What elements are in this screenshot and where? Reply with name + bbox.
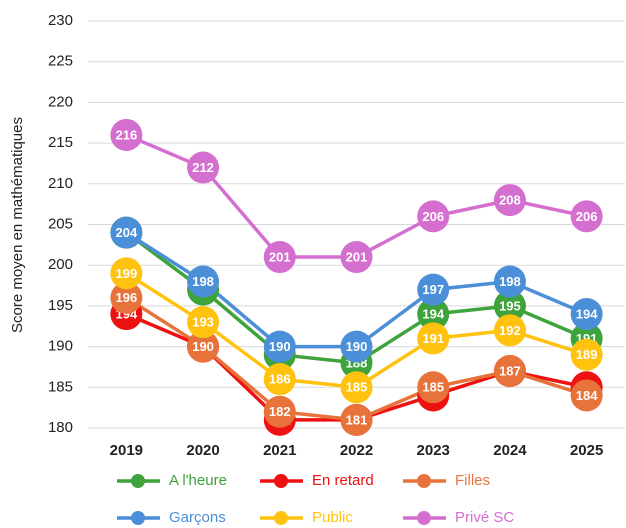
data-point (493, 314, 526, 347)
data-label: 198 (499, 274, 521, 289)
data-point (570, 298, 603, 331)
data-point (340, 241, 373, 274)
legend-marker (417, 511, 431, 525)
data-point (187, 306, 220, 339)
data-label: 190 (192, 339, 214, 354)
x-tick-label: 2024 (493, 442, 527, 459)
data-label: 186 (269, 372, 291, 387)
data-label: 193 (192, 315, 214, 330)
legend-label: Privé SC (455, 509, 514, 526)
legend-marker (417, 474, 431, 488)
data-label: 185 (346, 380, 368, 395)
data-label: 185 (422, 380, 444, 395)
data-label: 182 (269, 404, 291, 419)
data-point (570, 379, 603, 412)
data-label: 181 (346, 412, 368, 427)
y-axis-label: Score moyen en mathématiques (9, 117, 26, 333)
data-point (110, 216, 143, 249)
y-tick-label: 190 (48, 338, 73, 355)
data-point (187, 265, 220, 298)
x-tick-label: 2022 (340, 442, 373, 459)
y-tick-label: 220 (48, 93, 73, 110)
data-point (187, 151, 220, 184)
data-point (340, 371, 373, 404)
data-label: 198 (192, 274, 214, 289)
y-tick-label: 195 (48, 297, 73, 314)
data-label: 212 (192, 160, 214, 175)
data-label: 201 (346, 249, 368, 264)
legend-label: A l'heure (169, 472, 227, 489)
data-point (493, 355, 526, 388)
legend-label: En retard (312, 472, 374, 489)
data-point (417, 371, 450, 404)
legend-label: Garçons (169, 509, 226, 526)
data-point (417, 322, 450, 355)
data-label: 208 (499, 193, 521, 208)
data-label: 196 (116, 290, 138, 305)
data-point (417, 200, 450, 233)
y-tick-label: 200 (48, 256, 73, 273)
x-tick-label: 2020 (186, 442, 219, 459)
data-label: 192 (499, 323, 521, 338)
data-point (570, 200, 603, 233)
data-label: 187 (499, 363, 521, 378)
data-point (110, 118, 143, 151)
x-tick-label: 2025 (570, 442, 603, 459)
data-label: 190 (269, 339, 291, 354)
data-point (417, 273, 450, 306)
legend-marker (131, 474, 145, 488)
data-label: 194 (422, 306, 444, 321)
data-label: 206 (422, 209, 444, 224)
y-tick-label: 210 (48, 175, 73, 192)
data-point (340, 403, 373, 436)
data-point (263, 241, 296, 274)
data-point (263, 330, 296, 363)
y-tick-label: 180 (48, 419, 73, 436)
data-label: 190 (346, 339, 368, 354)
legend-label: Public (312, 509, 353, 526)
legend-marker (274, 511, 288, 525)
legend-marker (274, 474, 288, 488)
y-tick-label: 205 (48, 215, 73, 232)
y-tick-label: 230 (48, 12, 73, 29)
data-point (110, 257, 143, 290)
data-label: 206 (576, 209, 598, 224)
data-label: 204 (116, 225, 138, 240)
data-point (263, 395, 296, 428)
legend-label: Filles (455, 472, 490, 489)
data-point (187, 330, 220, 363)
data-point (110, 281, 143, 314)
data-label: 197 (422, 282, 444, 297)
data-label: 199 (116, 266, 138, 281)
data-label: 216 (116, 127, 138, 142)
legend-marker (131, 511, 145, 525)
data-point (493, 265, 526, 298)
data-point (340, 330, 373, 363)
y-tick-label: 225 (48, 53, 73, 70)
x-tick-label: 2023 (417, 442, 450, 459)
data-label: 194 (576, 306, 598, 321)
data-point (493, 184, 526, 217)
data-point (263, 363, 296, 396)
y-tick-label: 215 (48, 134, 73, 151)
data-label: 191 (422, 331, 444, 346)
data-label: 201 (269, 249, 291, 264)
data-label: 195 (499, 298, 521, 313)
data-point (493, 289, 526, 322)
x-tick-label: 2021 (263, 442, 296, 459)
data-point (570, 338, 603, 371)
data-label: 184 (576, 388, 598, 403)
x-tick-label: 2019 (110, 442, 143, 459)
data-point (417, 298, 450, 331)
y-tick-label: 185 (48, 378, 73, 395)
data-label: 189 (576, 347, 598, 362)
